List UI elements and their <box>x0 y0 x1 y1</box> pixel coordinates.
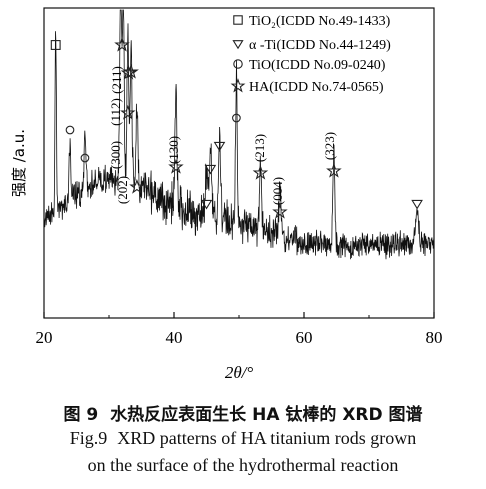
caption-cn-label: 图 9 <box>63 405 99 425</box>
caption-chinese: 图 9 水热反应表面生长 HA 钛棒的 XRD 图谱 <box>0 400 486 425</box>
peak-label: (202) <box>115 176 130 204</box>
peak-marker-star <box>168 158 184 174</box>
peak-label: (323) <box>322 132 337 160</box>
legend-marker-circle <box>233 59 243 69</box>
peak-marker-square <box>50 40 61 50</box>
legend-label: TiO₂(ICDD No.49-1433) <box>249 14 391 29</box>
x-tick-label: 80 <box>426 328 443 347</box>
peak-label: (211) <box>109 66 124 94</box>
caption-english-line2: on the surface of the hydrothermal react… <box>0 455 486 476</box>
peak-label: (300) <box>108 141 123 169</box>
legend-marker-triangle-down <box>232 40 244 50</box>
legend-label: TiO(ICDD No.09-0240) <box>249 58 386 73</box>
peak-marker-triangle-down <box>204 164 217 175</box>
caption-english-line1: Fig.9 XRD patterns of HA titanium rods gr… <box>0 428 486 449</box>
plot-frame <box>43 7 435 319</box>
xrd-spectrum-line <box>43 9 435 260</box>
peak-marker-triangle-down <box>411 199 423 210</box>
x-tick-label: 20 <box>36 328 53 347</box>
peak-marker-triangle-down <box>213 141 226 152</box>
peak-marker-star <box>326 162 342 178</box>
legend-label: α -Ti(ICDD No.44-1249) <box>249 38 391 53</box>
peak-marker-star <box>129 178 145 194</box>
peak-marker-star <box>272 203 288 219</box>
peak-label: (112) <box>108 98 123 126</box>
legend-marker-star <box>230 78 246 93</box>
peak-marker-circle <box>80 153 90 163</box>
peak-label: (213) <box>252 134 267 162</box>
caption-cn-text: 水热反应表面生长 HA 钛棒的 XRD 图谱 <box>110 405 423 425</box>
peak-marker-triangle-down <box>200 199 213 210</box>
peak-marker-star <box>120 104 136 120</box>
peak-marker-star <box>252 164 269 180</box>
peak-label: (004) <box>270 177 285 205</box>
caption-en-text-line2: on the surface of the hydrothermal react… <box>87 455 399 475</box>
caption-en-label: Fig.9 <box>69 428 108 448</box>
x-tick-label: 40 <box>166 328 183 347</box>
y-axis-label: 强度 /a.u. <box>10 129 28 197</box>
xrd-chart: 20 40 60 80 (112)(211)(300)(202)(130) (213)(… <box>10 7 443 382</box>
x-tick-label: 60 <box>296 328 313 347</box>
peak-marker-circle <box>232 113 241 123</box>
legend-marker-square <box>233 15 243 25</box>
x-axis-label: 2θ/° <box>225 363 254 382</box>
peak-marker-star <box>120 64 137 80</box>
legend-label: HA(ICDD No.74-0565) <box>249 80 384 95</box>
caption-en-text-line1: XRD patterns of HA titanium rods grown <box>117 428 417 448</box>
peak-marker-star <box>114 36 130 52</box>
peak-label: (130) <box>166 136 181 164</box>
peak-marker-circle <box>65 125 75 135</box>
